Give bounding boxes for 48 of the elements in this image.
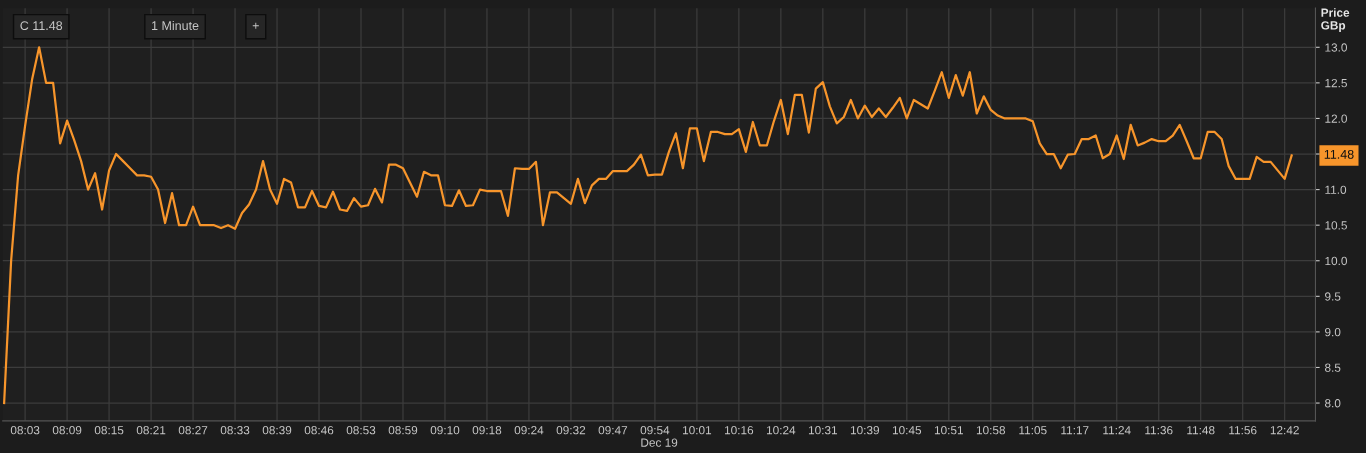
x-tick-label: 11:24 [1103, 426, 1131, 435]
x-tick-label: 08:53 [346, 426, 376, 435]
y-tick-label: 9.5 [1325, 292, 1341, 301]
x-tick-label: 11:17 [1061, 426, 1089, 435]
y-tick-label: 10.0 [1325, 256, 1347, 266]
x-tick-label: 08:59 [388, 426, 418, 435]
y-tick-label: 11.0 [1325, 185, 1347, 194]
y-tick-label: 10.5 [1325, 221, 1347, 230]
text: 11.48 [1324, 149, 1354, 159]
x-tick-label: 11:56 [1229, 426, 1257, 435]
y-tick-label: 12.0 [1325, 114, 1347, 123]
x-tick-label: 09:47 [598, 426, 628, 435]
x-axis-title: Dec 19 [641, 438, 678, 447]
y-tick-label: 8.5 [1325, 363, 1341, 372]
x-tick-label: 11:36 [1145, 426, 1173, 435]
y-tick-label: 12.5 [1325, 78, 1347, 88]
x-tick-label: 08:03 [10, 426, 40, 435]
y-axis-title: Price GBp [1321, 8, 1350, 32]
y-tick-label: 13.0 [1325, 43, 1347, 52]
x-tick-label: 09:10 [430, 426, 460, 435]
y-tick-label: 9.0 [1325, 327, 1341, 337]
x-tick-label: 08:27 [178, 426, 208, 435]
x-tick-label: 09:32 [556, 426, 586, 435]
x-tick-label: 10:31 [808, 426, 838, 435]
x-tick-label: 11:05 [1019, 426, 1047, 435]
x-tick-label: 10:51 [934, 426, 963, 435]
x-tick-label: 11:48 [1187, 426, 1215, 435]
y-tick-label: 8.0 [1325, 399, 1341, 408]
x-tick-label: 10:58 [976, 426, 1006, 435]
x-tick-label: 10:16 [725, 426, 754, 435]
x-tick-label: 08:39 [262, 426, 292, 435]
x-tick-label: 10:24 [766, 426, 796, 435]
x-tick-label: 10:45 [892, 426, 922, 435]
x-tick-label: 08:46 [304, 426, 334, 435]
x-tick-label: 08:09 [52, 426, 82, 435]
x-tick-label: 08:21 [136, 426, 166, 435]
x-tick-label: 09:24 [514, 426, 544, 435]
x-tick-label: 09:54 [640, 426, 670, 435]
line-series [3, 46, 1293, 405]
x-tick-label: 08:15 [94, 426, 124, 435]
x-tick-label: 08:33 [220, 426, 250, 435]
x-tick-label: 09:18 [472, 426, 502, 435]
annotation: C 11.48 [20, 21, 63, 31]
x-tick-label: 10:01 [683, 426, 712, 435]
x-tick-label: 12:42 [1270, 426, 1299, 435]
x-tick-label: 10:39 [850, 426, 880, 435]
annotation: 1 Minute [152, 20, 199, 31]
annotation: + [252, 22, 259, 29]
